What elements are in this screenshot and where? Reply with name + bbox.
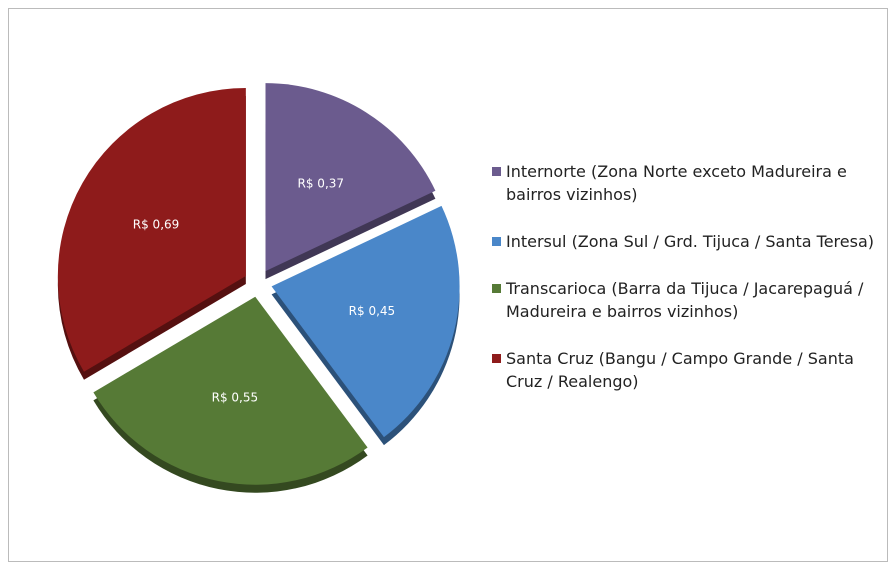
slice — [57, 88, 246, 372]
slice-label: R$ 0,69 — [133, 217, 180, 231]
legend-swatch — [492, 354, 501, 363]
legend-label: Transcarioca (Barra da Tijuca / Jacarepa… — [506, 279, 864, 321]
legend-item: Internorte (Zona Norte exceto Madureira … — [492, 160, 877, 206]
slice-label: R$ 0,45 — [349, 304, 396, 318]
legend-swatch — [492, 284, 501, 293]
slice-label: R$ 0,55 — [212, 391, 259, 405]
legend-swatch — [492, 237, 501, 246]
slice — [265, 83, 436, 272]
legend-item: Santa Cruz (Bangu / Campo Grande / Santa… — [492, 347, 877, 393]
legend-item: Transcarioca (Barra da Tijuca / Jacarepa… — [492, 277, 877, 323]
legend-swatch — [492, 167, 501, 176]
legend-label: Internorte (Zona Norte exceto Madureira … — [506, 162, 847, 204]
legend-label: Santa Cruz (Bangu / Campo Grande / Santa… — [506, 349, 854, 391]
legend-label: Intersul (Zona Sul / Grd. Tijuca / Santa… — [506, 232, 875, 251]
slice — [271, 205, 460, 438]
slice-label: R$ 0,37 — [298, 176, 345, 190]
slice — [93, 296, 368, 485]
legend: Internorte (Zona Norte exceto Madureira … — [492, 160, 877, 417]
legend-item: Intersul (Zona Sul / Grd. Tijuca / Santa… — [492, 230, 877, 253]
